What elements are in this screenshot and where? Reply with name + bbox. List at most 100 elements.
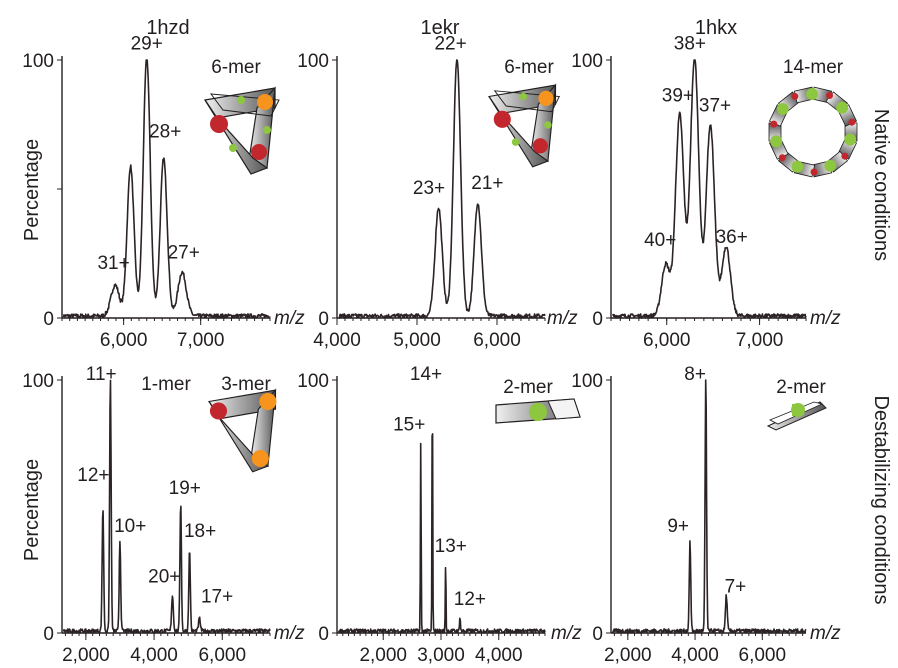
binding-site-orange <box>251 449 269 468</box>
y-tick-label: 0 <box>318 309 329 330</box>
subunit-bar <box>204 99 269 175</box>
charge-label: 12+ <box>77 465 109 486</box>
charge-label: 12+ <box>454 589 486 610</box>
binding-site-green <box>529 403 547 421</box>
x-tick-label: 4,000 <box>671 645 719 666</box>
oligomer-label: 2-mer <box>776 377 826 398</box>
column-title-1hkx: 1hkx <box>695 17 737 39</box>
binding-site-green <box>791 403 805 417</box>
x-tick-label: 7,000 <box>736 330 784 351</box>
oligomer-icon-trimer-six <box>203 86 280 175</box>
charge-label: 31+ <box>97 253 129 274</box>
spectrum-trace <box>338 59 546 319</box>
binding-site-green <box>770 135 783 148</box>
charge-label: 14+ <box>410 364 442 385</box>
charge-label: 15+ <box>393 415 425 436</box>
charge-label: 21+ <box>471 173 503 194</box>
binding-site-green <box>836 101 849 114</box>
spectrum-trace <box>611 379 807 634</box>
y-tick-label: 0 <box>592 624 603 645</box>
x-tick-label: 4,000 <box>313 330 361 351</box>
charge-label: 20+ <box>148 566 180 587</box>
subunit-outline <box>209 93 280 117</box>
panel-1ekr-destabilizing: 0 100 2,000 3,000 4,000 m/z 14+ 15+ 13+ 12+ 2-mer <box>297 364 582 666</box>
binding-site-red <box>770 120 778 128</box>
x-tick-label: 2,000 <box>604 645 652 666</box>
panel-1hkx-destabilizing: 0 100 2,000 4,000 6,000 m/z 8+ 9+ 7+ 2-mer <box>571 364 841 666</box>
y-axis-label: Percentage <box>21 139 43 241</box>
charge-label: 37+ <box>699 96 731 117</box>
x-tick-label: 3,000 <box>417 645 465 666</box>
spectrum-trace <box>337 433 546 634</box>
y-axis-label: Percentage <box>21 459 43 561</box>
binding-site-red <box>493 110 511 128</box>
y-tick-label: 0 <box>43 309 54 330</box>
charge-label: 10+ <box>114 516 146 537</box>
oligomer-icon-dimer <box>495 398 581 424</box>
charge-label: 8+ <box>684 364 706 385</box>
x-axis-label: m/z <box>810 308 841 329</box>
x-tick-label: 2,000 <box>62 645 110 666</box>
y-tick-label: 100 <box>22 371 54 392</box>
column-title-1ekr: 1ekr <box>421 17 460 39</box>
x-tick-label: 7,000 <box>177 330 225 351</box>
x-tick-label: 2,000 <box>359 645 407 666</box>
charge-label: 40+ <box>644 230 676 251</box>
charge-label: 28+ <box>149 121 181 142</box>
charge-label: 29+ <box>131 34 163 55</box>
binding-site-red <box>532 138 548 154</box>
binding-site-red <box>841 152 849 160</box>
x-axis-label: m/z <box>810 623 841 644</box>
charge-label: 18+ <box>184 521 216 542</box>
x-tick-label: 6,000 <box>739 645 787 666</box>
panel-1hzd-native: 0 100 6,000 7,000 m/z Percentage 29+ 28+ 31+ 27+ 6… <box>21 34 305 351</box>
x-tick-label: 6,000 <box>473 330 521 351</box>
binding-site-green <box>229 144 237 152</box>
binding-site-green <box>519 92 527 101</box>
spectrum-trace <box>611 59 807 319</box>
charge-label: 36+ <box>716 227 748 248</box>
oligomer-icon-trimer-three <box>208 388 277 473</box>
charge-label: 7+ <box>725 577 747 598</box>
oligomer-label: 6-mer <box>211 57 261 78</box>
subunit-outline <box>493 90 561 113</box>
subunit-bar <box>488 96 550 168</box>
binding-site-red <box>826 92 833 99</box>
binding-site-green <box>806 88 819 100</box>
charge-label: 23+ <box>413 178 445 199</box>
binding-site-orange <box>259 392 277 411</box>
x-axis-label: m/z <box>274 623 305 644</box>
binding-site-orange <box>538 90 554 106</box>
binding-site-orange <box>257 94 273 110</box>
oligomer-label-secondary: 1-mer <box>141 374 191 395</box>
x-axis-label: m/z <box>547 308 578 329</box>
binding-site-green <box>776 103 789 115</box>
binding-site-green <box>844 133 857 146</box>
column-title-1hzd: 1hzd <box>146 17 189 39</box>
binding-site-green <box>511 138 520 146</box>
binding-site-red <box>251 144 267 160</box>
subunit-bar <box>547 398 581 420</box>
y-tick-label: 0 <box>592 309 603 330</box>
oligomer-icon-ring-fourteen <box>768 86 858 178</box>
y-tick-label: 0 <box>318 624 329 645</box>
charge-label: 13+ <box>435 536 467 557</box>
y-tick-label: 100 <box>571 51 603 72</box>
y-tick-label: 100 <box>297 51 329 72</box>
binding-site-red <box>810 168 818 176</box>
charge-label: 9+ <box>667 516 689 537</box>
x-tick-label: 4,000 <box>130 645 178 666</box>
row-label-native: Native conditions <box>870 109 892 261</box>
x-axis-label: m/z <box>551 623 582 644</box>
charge-label: 19+ <box>169 478 201 499</box>
oligomer-icon-dimer-small <box>766 401 827 431</box>
oligomer-icon-trimer-six <box>488 83 561 168</box>
binding-site-green <box>263 126 271 134</box>
spectrum-trace <box>62 59 271 319</box>
panels-group: 0 100 6,000 7,000 m/z Percentage 29+ 28+ 31+ 27+ 6… <box>21 34 858 666</box>
charge-label: 38+ <box>674 34 706 55</box>
binding-site-green <box>824 159 837 172</box>
spectrum-trace <box>62 379 271 634</box>
x-tick-label: 5,000 <box>393 330 441 351</box>
